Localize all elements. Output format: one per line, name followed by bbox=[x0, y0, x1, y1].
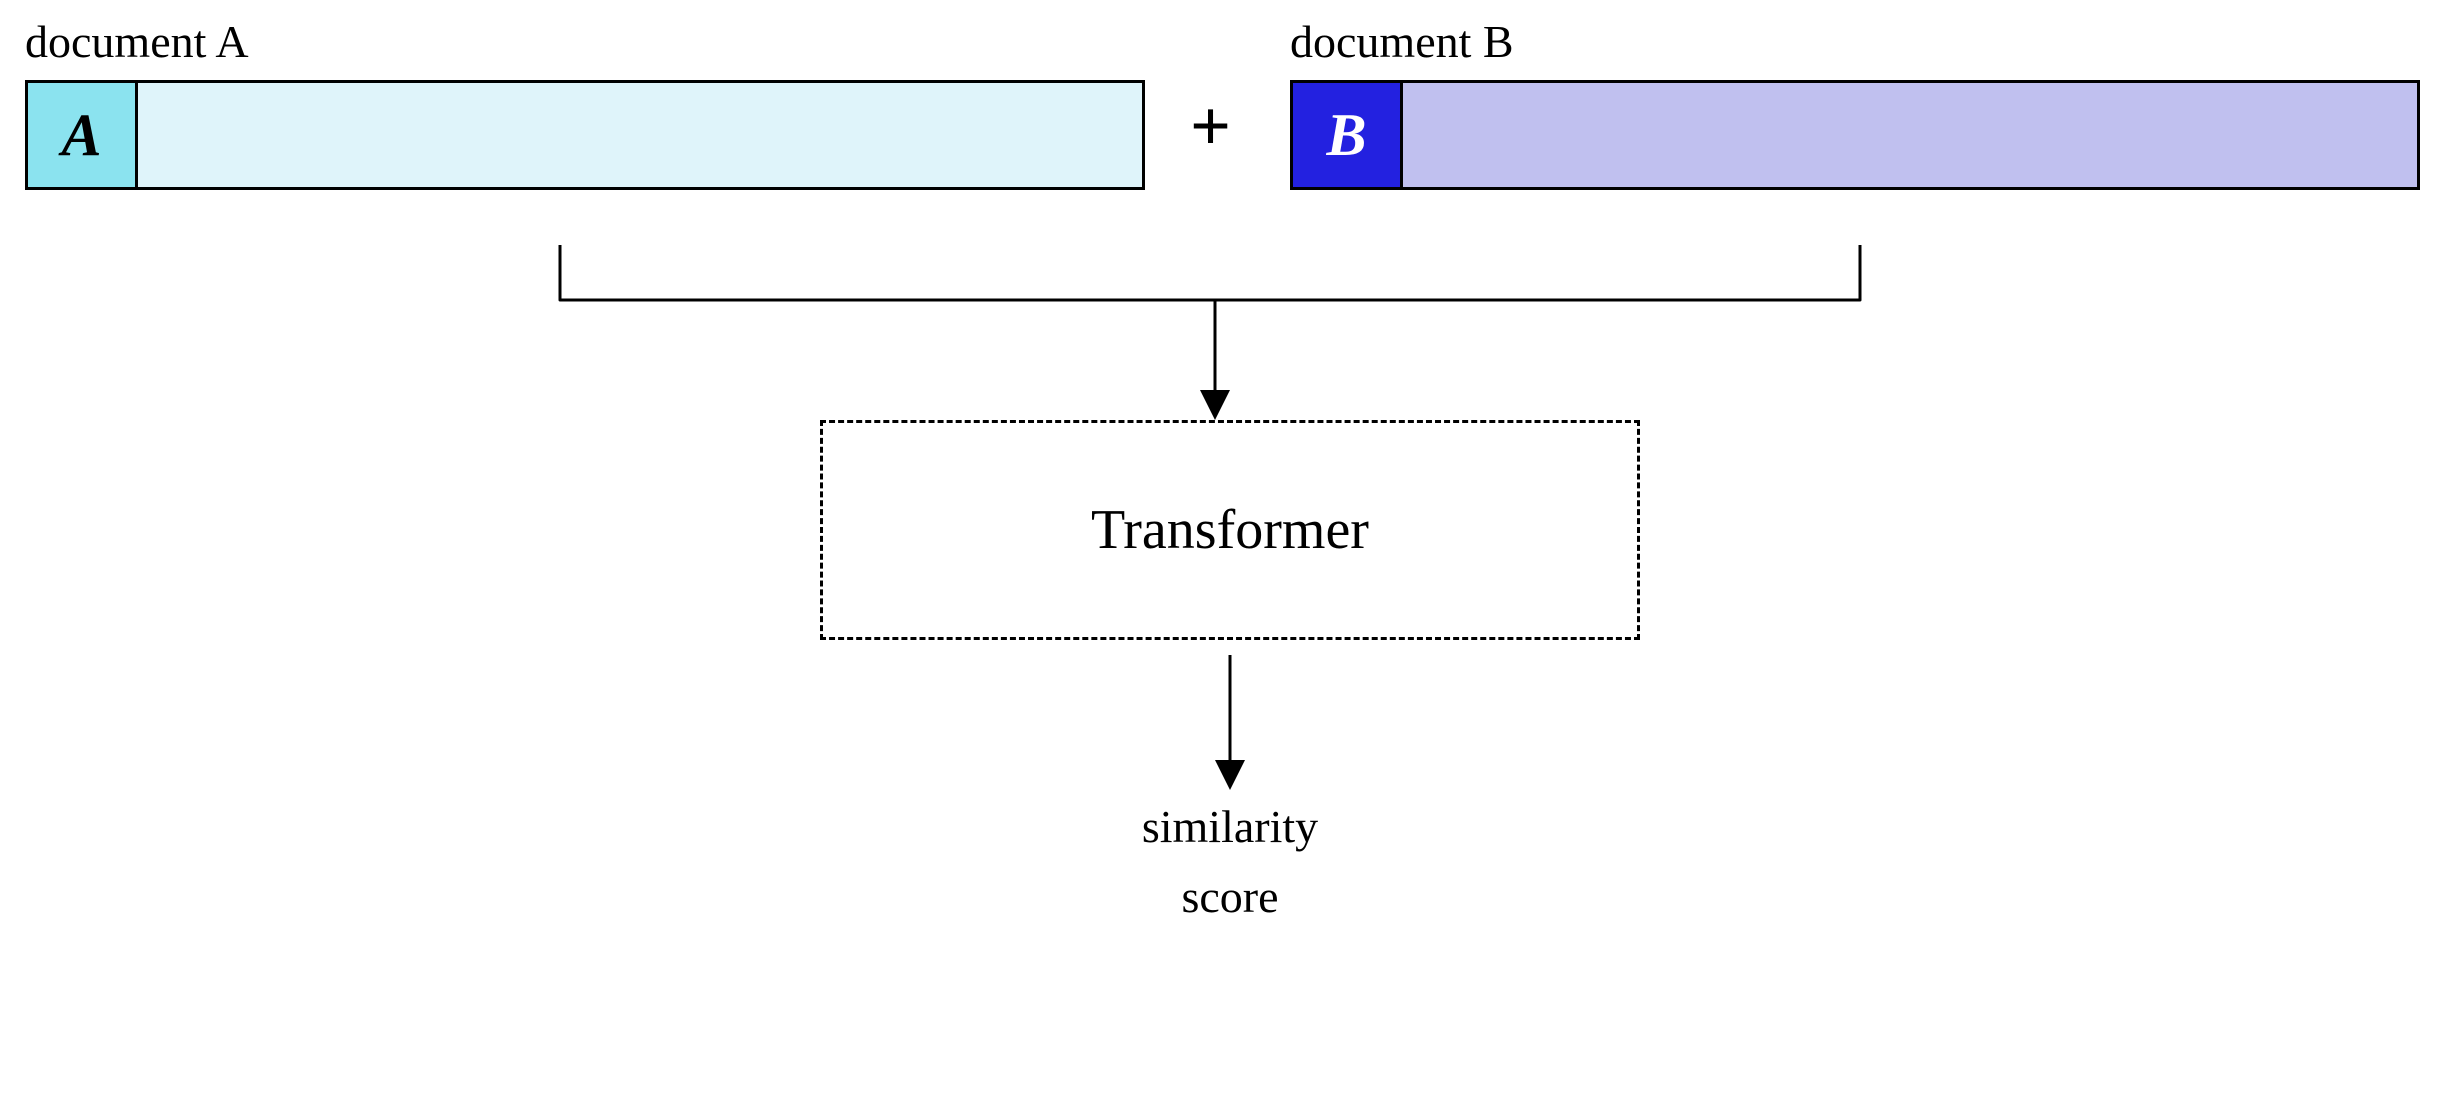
doc-b-bar: B bbox=[1290, 80, 2420, 190]
doc-a-head: A bbox=[28, 83, 138, 187]
doc-a-label: document A bbox=[25, 15, 249, 68]
output-line1: similarity bbox=[1142, 800, 1318, 853]
doc-b-label: document B bbox=[1290, 15, 1514, 68]
doc-b-body bbox=[1403, 83, 2417, 187]
diagram-canvas: document A document B A + B Transformer … bbox=[0, 0, 2440, 1100]
doc-b-head-letter: B bbox=[1326, 101, 1366, 170]
doc-a-bar: A bbox=[25, 80, 1145, 190]
bracket-path bbox=[560, 245, 1860, 300]
doc-a-body bbox=[138, 83, 1142, 187]
output-line2: score bbox=[1181, 870, 1278, 923]
transformer-box: Transformer bbox=[820, 420, 1640, 640]
transformer-label: Transformer bbox=[1091, 498, 1369, 562]
plus-symbol: + bbox=[1190, 85, 1231, 168]
doc-a-head-letter: A bbox=[61, 101, 101, 170]
doc-b-head: B bbox=[1293, 83, 1403, 187]
